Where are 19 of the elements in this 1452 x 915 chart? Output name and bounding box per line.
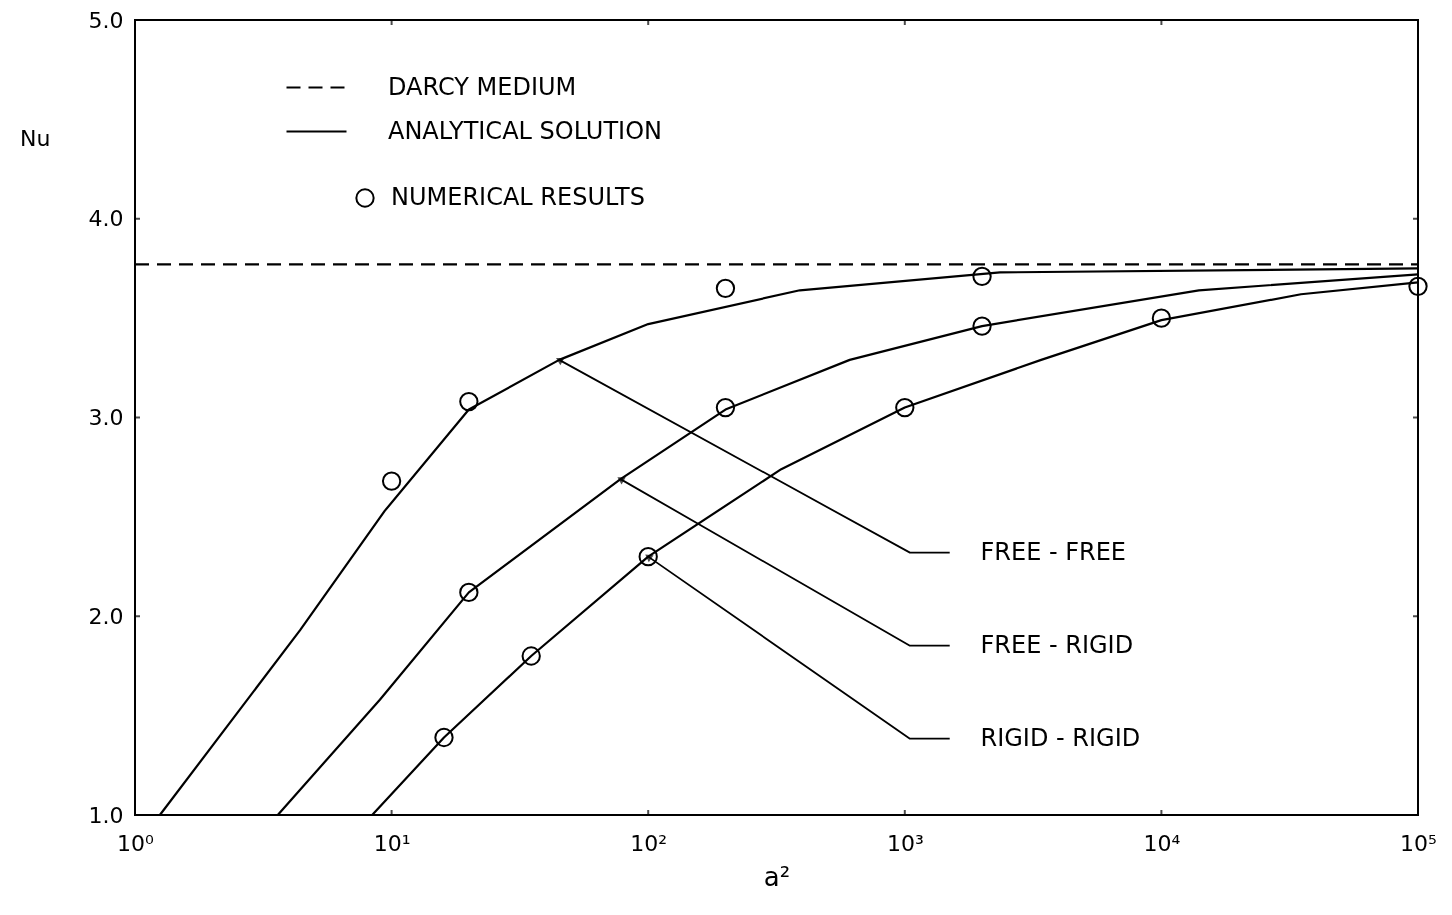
text: FREE - FREE: [980, 537, 1127, 566]
x-tick-label: 10²: [630, 830, 668, 856]
legend-label: DARCY MEDIUM: [388, 72, 577, 101]
y-tick-label: 2.0: [88, 603, 124, 629]
y-tick-label: 5.0: [88, 7, 124, 33]
y-axis-title: Nu: [20, 125, 51, 151]
x-tick-label: 10¹: [373, 830, 411, 856]
text: FREE - RIGID: [980, 630, 1134, 659]
x-tick-label: 10⁵: [1400, 830, 1437, 856]
x-tick-label: 10³: [886, 830, 924, 856]
x-axis-title: a²: [763, 861, 791, 892]
y-tick-label: 3.0: [88, 405, 124, 430]
legend-label: NUMERICAL RESULTS: [391, 183, 645, 211]
annotation: ANALYTICAL SOLUTION: [388, 116, 662, 145]
text: RIGID - RIGID: [980, 723, 1141, 752]
x-tick-label: 10⁰: [117, 830, 155, 856]
x-tick-label: 10⁴: [1143, 830, 1181, 856]
y-tick-label: 1.0: [88, 802, 124, 828]
y-tick-label: 4.0: [88, 206, 124, 232]
